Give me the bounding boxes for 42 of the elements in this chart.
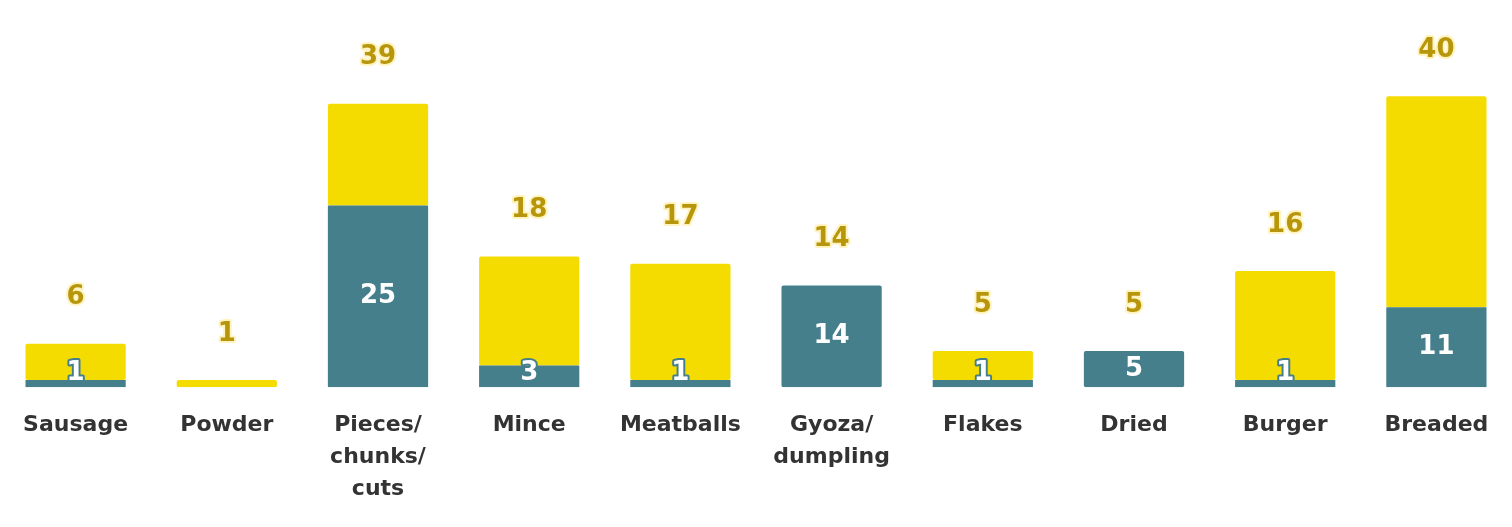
bar <box>1235 380 1336 388</box>
bar <box>1386 307 1487 388</box>
data-label: 25 <box>359 279 397 310</box>
total-label: 18 <box>511 193 548 224</box>
bar <box>781 285 882 388</box>
total-label: 6 <box>66 280 85 311</box>
bar <box>25 343 126 381</box>
data-label: 11 <box>1418 330 1455 361</box>
total-label: 14 <box>813 222 850 253</box>
total-label: 5 <box>1124 287 1144 318</box>
bar <box>327 103 429 206</box>
bar <box>1386 96 1487 308</box>
x-tick-label: Meatballs <box>619 410 741 436</box>
data-label: 1 <box>973 356 992 387</box>
data-label: 1 <box>1276 356 1295 387</box>
x-tick-label: Pieces/ chunks/ cuts <box>330 410 427 500</box>
x-tick-label: Flakes <box>943 410 1023 436</box>
x-tick-label: Dried <box>1100 410 1168 436</box>
x-tick-label: Powder <box>180 410 274 436</box>
data-label: 3 <box>520 356 539 387</box>
x-tick-label: Sausage <box>23 410 129 436</box>
bar <box>932 380 1033 388</box>
data-label: 5 <box>1124 351 1144 382</box>
bar <box>630 263 731 381</box>
total-label: 39 <box>359 40 397 71</box>
bar <box>630 380 731 388</box>
x-tick-label: Burger <box>1242 410 1328 436</box>
x-tick-label: Breaded <box>1384 410 1489 436</box>
total-label: 16 <box>1267 207 1304 238</box>
total-label: 40 <box>1418 33 1455 64</box>
data-label: 14 <box>813 319 850 350</box>
data-label: 1 <box>671 356 690 387</box>
x-tick-label: Mince <box>492 410 566 436</box>
bar <box>327 205 429 388</box>
bar <box>176 380 277 388</box>
total-label: 17 <box>662 200 699 231</box>
total-label: 1 <box>217 316 236 347</box>
total-label: 5 <box>973 287 992 318</box>
bar <box>25 380 126 388</box>
bar <box>1235 270 1336 381</box>
data-label: 1 <box>66 356 85 387</box>
x-tick-label: Gyoza/ dumpling <box>773 410 890 468</box>
